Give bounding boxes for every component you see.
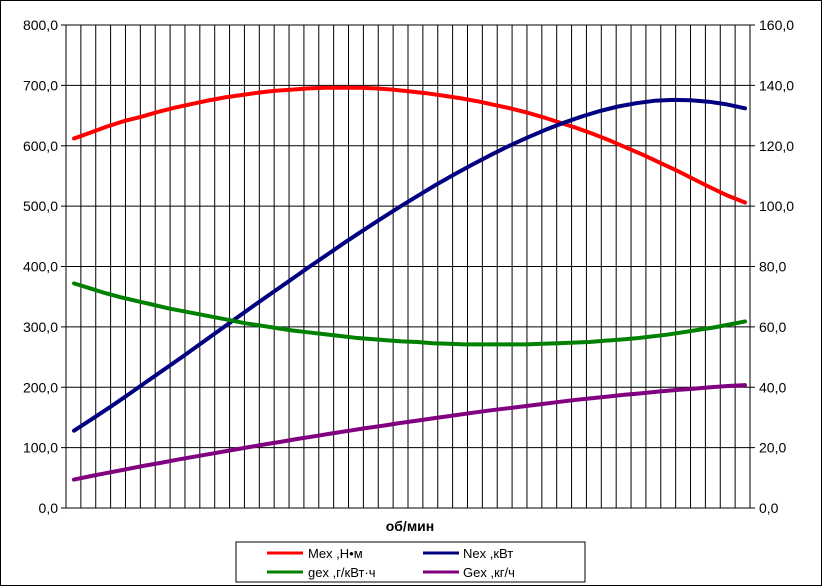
legend: Mex ,Н•м Nex ,кВт gex ,г/кВт·ч Gex ,кг/ч	[235, 541, 586, 583]
legend-label: Gex ,кг/ч	[463, 565, 515, 580]
left-tick-label: 600,0	[23, 138, 58, 154]
legend-label: Mex ,Н•м	[308, 546, 363, 561]
grid-lines	[66, 25, 750, 508]
right-tick-label: 100,0	[759, 198, 794, 214]
left-tick-label: 200,0	[23, 379, 58, 395]
right-tick-label: 60,0	[759, 319, 786, 335]
series-line-2	[72, 97, 747, 433]
left-axis: 0,0 100,0 200,0 300,0 400,0 500,0 600,0 700,0 80…	[23, 17, 66, 516]
right-tick-label: 80,0	[759, 259, 786, 275]
left-tick-label: 400,0	[23, 259, 58, 275]
series-line-3	[72, 281, 747, 347]
series-line-4	[72, 383, 747, 482]
legend-label: gex ,г/кВт·ч	[308, 565, 376, 580]
right-tick-label: 160,0	[759, 17, 794, 33]
right-axis: 0,0 20,0 40,0 60,0 80,0 100,0 120,0 140,0 160,0	[750, 17, 794, 516]
left-tick-label: 300,0	[23, 319, 58, 335]
left-tick-label: 100,0	[23, 440, 58, 456]
series-line-1	[72, 85, 747, 205]
right-tick-label: 0,0	[759, 500, 779, 516]
x-axis-label: об/мин	[386, 518, 435, 534]
legend-box	[235, 541, 586, 583]
left-tick-label: 500,0	[23, 198, 58, 214]
left-tick-label: 800,0	[23, 17, 58, 33]
right-tick-label: 40,0	[759, 379, 786, 395]
left-tick-label: 0,0	[39, 500, 59, 516]
legend-label: Nex ,кВт	[463, 546, 513, 561]
right-tick-label: 140,0	[759, 77, 794, 93]
left-tick-label: 700,0	[23, 77, 58, 93]
right-tick-label: 120,0	[759, 138, 794, 154]
series-layer	[72, 85, 747, 482]
right-tick-label: 20,0	[759, 440, 786, 456]
